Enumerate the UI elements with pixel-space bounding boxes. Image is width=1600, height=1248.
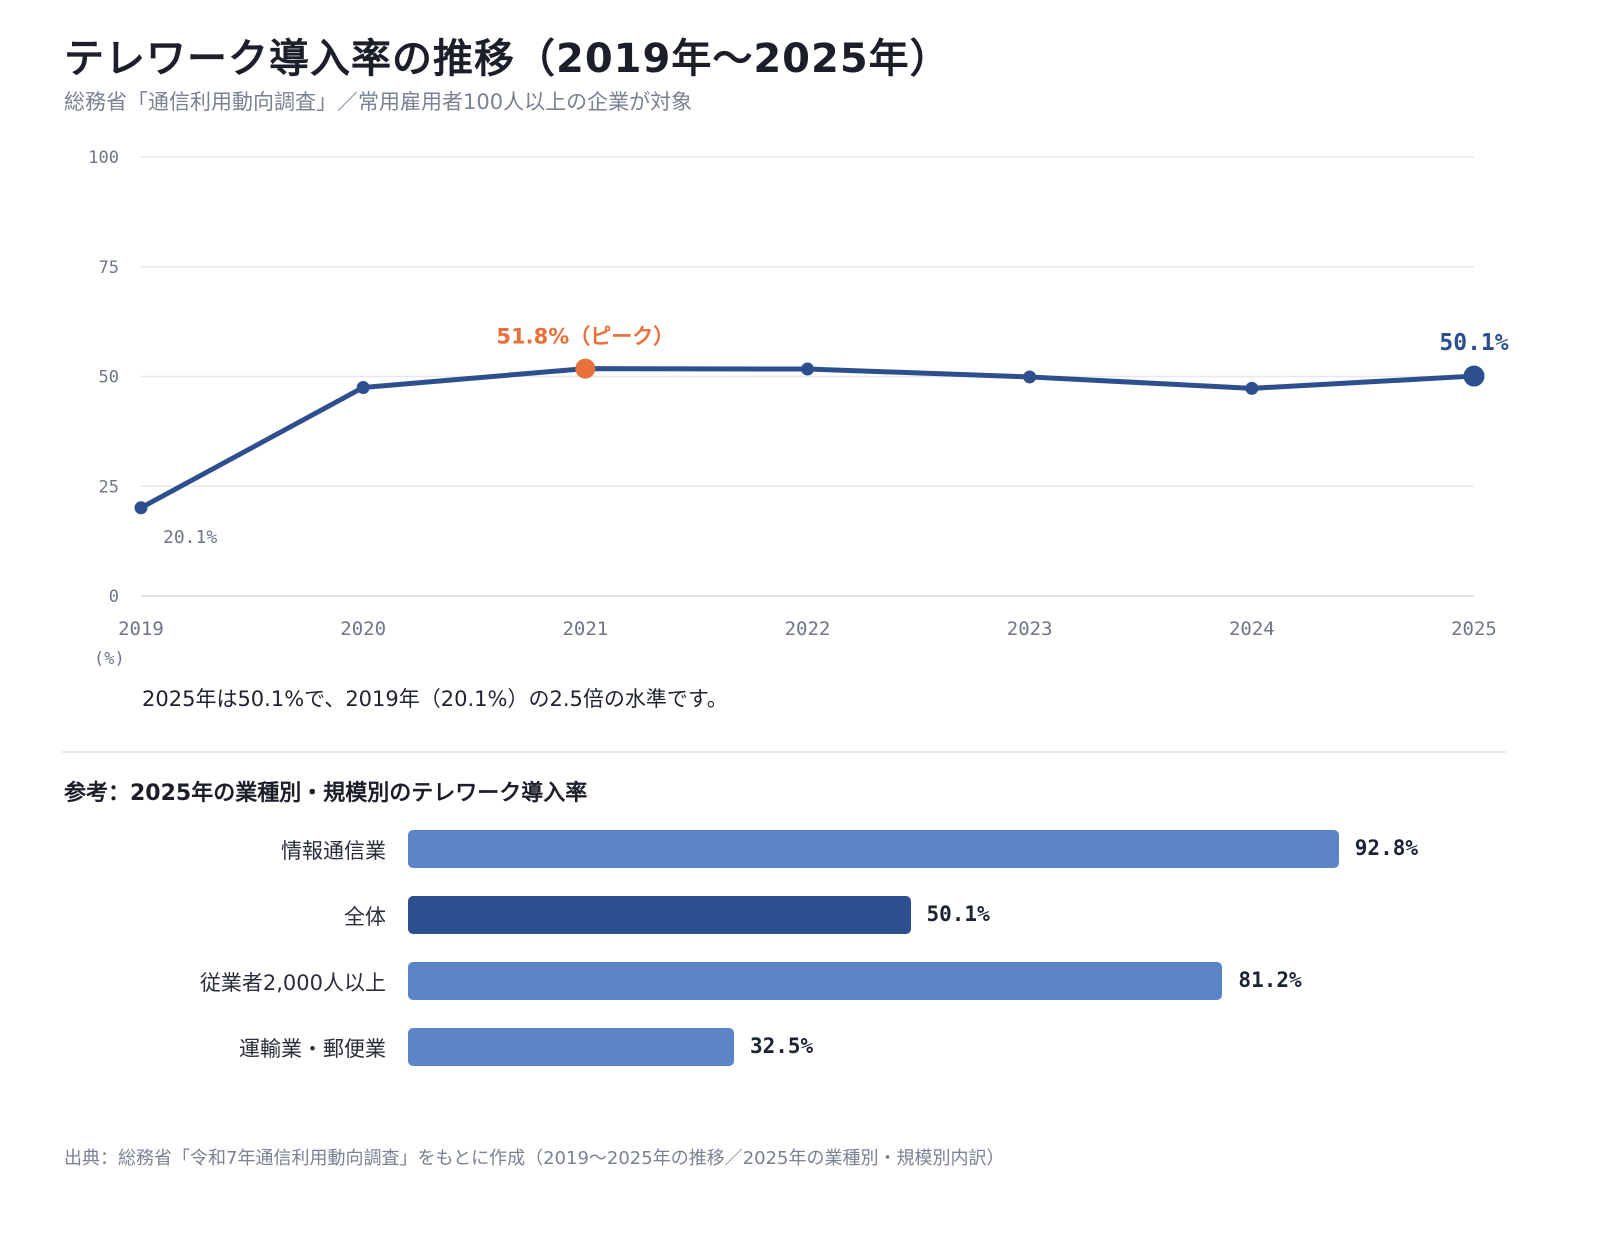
data-point-2024 — [1245, 381, 1259, 395]
bar — [408, 830, 1339, 868]
data-point-2021 — [575, 358, 596, 379]
x-tick-label-2019: 2019 — [118, 618, 164, 640]
chart-subtitle: 総務省「通信利用動向調査」／常用雇用者100人以上の企業が対象 — [64, 90, 693, 114]
bar-row: 全体 50.1% — [0, 896, 1600, 934]
x-tick-label-2024: 2024 — [1229, 618, 1275, 640]
y-tick-label-100: 100 — [88, 148, 119, 168]
data-point-2019 — [134, 501, 148, 515]
bar-row: 運輸業・郵便業 32.5% — [0, 1028, 1600, 1066]
bar-value-label: 50.1% — [926, 902, 990, 926]
section-divider — [62, 751, 1506, 753]
x-tick-label-2022: 2022 — [785, 618, 831, 640]
y-tick-label-25: 25 — [99, 477, 119, 497]
y-tick-label-50: 50 — [99, 368, 119, 388]
bar-category-label: 従業者2,000人以上 — [199, 971, 386, 995]
bar-category-label: 運輸業・郵便業 — [239, 1037, 386, 1061]
y-tick-label-75: 75 — [99, 258, 119, 278]
x-tick-label-2020: 2020 — [340, 618, 386, 640]
x-tick-label-2023: 2023 — [1007, 618, 1053, 640]
x-tick-label-2025: 2025 — [1451, 618, 1497, 640]
data-point-2023 — [1023, 370, 1037, 384]
data-point-2025 — [1463, 365, 1485, 387]
bar-chart-title: 参考：2025年の業種別・規模別のテレワーク導入率 — [64, 781, 588, 806]
y-tick-label-0: 0 — [109, 587, 119, 607]
bar-value-label: 92.8% — [1354, 836, 1418, 860]
y-axis-unit: (%) — [94, 649, 125, 669]
data-point-2020 — [356, 380, 370, 394]
bar — [408, 896, 911, 934]
x-tick-label-2021: 2021 — [562, 618, 608, 640]
summary-note: 2025年は50.1%で、2019年（20.1%）の2.5倍の水準です。 — [142, 687, 728, 711]
bar-row: 従業者2,000人以上 81.2% — [0, 962, 1600, 1000]
source-note: 出典：総務省「令和7年通信利用動向調査」をもとに作成（2019〜2025年の推移… — [64, 1148, 1005, 1169]
bar — [408, 1028, 734, 1066]
bar-value-label: 32.5% — [749, 1034, 814, 1058]
data-label-peak: 51.8%（ピーク） — [496, 325, 674, 349]
bar-value-label: 81.2% — [1238, 968, 1302, 992]
data-point-2022 — [801, 362, 814, 376]
line-chart: 0 25 50 75 100 2019 2020 2021 2022 2023 2024 2025 (%… — [88, 148, 1508, 669]
data-label-2025: 50.1% — [1439, 330, 1508, 356]
data-label-2019: 20.1% — [163, 527, 217, 548]
bar — [408, 962, 1223, 1000]
bar-row: 情報通信業 92.8% — [0, 830, 1600, 868]
bar-category-label: 全体 — [344, 905, 386, 929]
chart-title: テレワーク導入率の推移（2019年〜2025年） — [64, 36, 951, 82]
bar-category-label: 情報通信業 — [281, 839, 386, 863]
